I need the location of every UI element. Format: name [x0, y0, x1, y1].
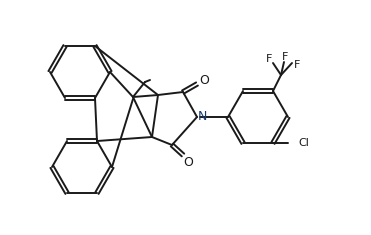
Text: O: O	[183, 156, 193, 168]
Text: F: F	[294, 60, 300, 70]
Text: O: O	[199, 74, 209, 86]
Text: F: F	[266, 54, 272, 64]
Text: N: N	[197, 110, 207, 122]
Text: Cl: Cl	[298, 138, 309, 148]
Text: F: F	[282, 52, 288, 62]
